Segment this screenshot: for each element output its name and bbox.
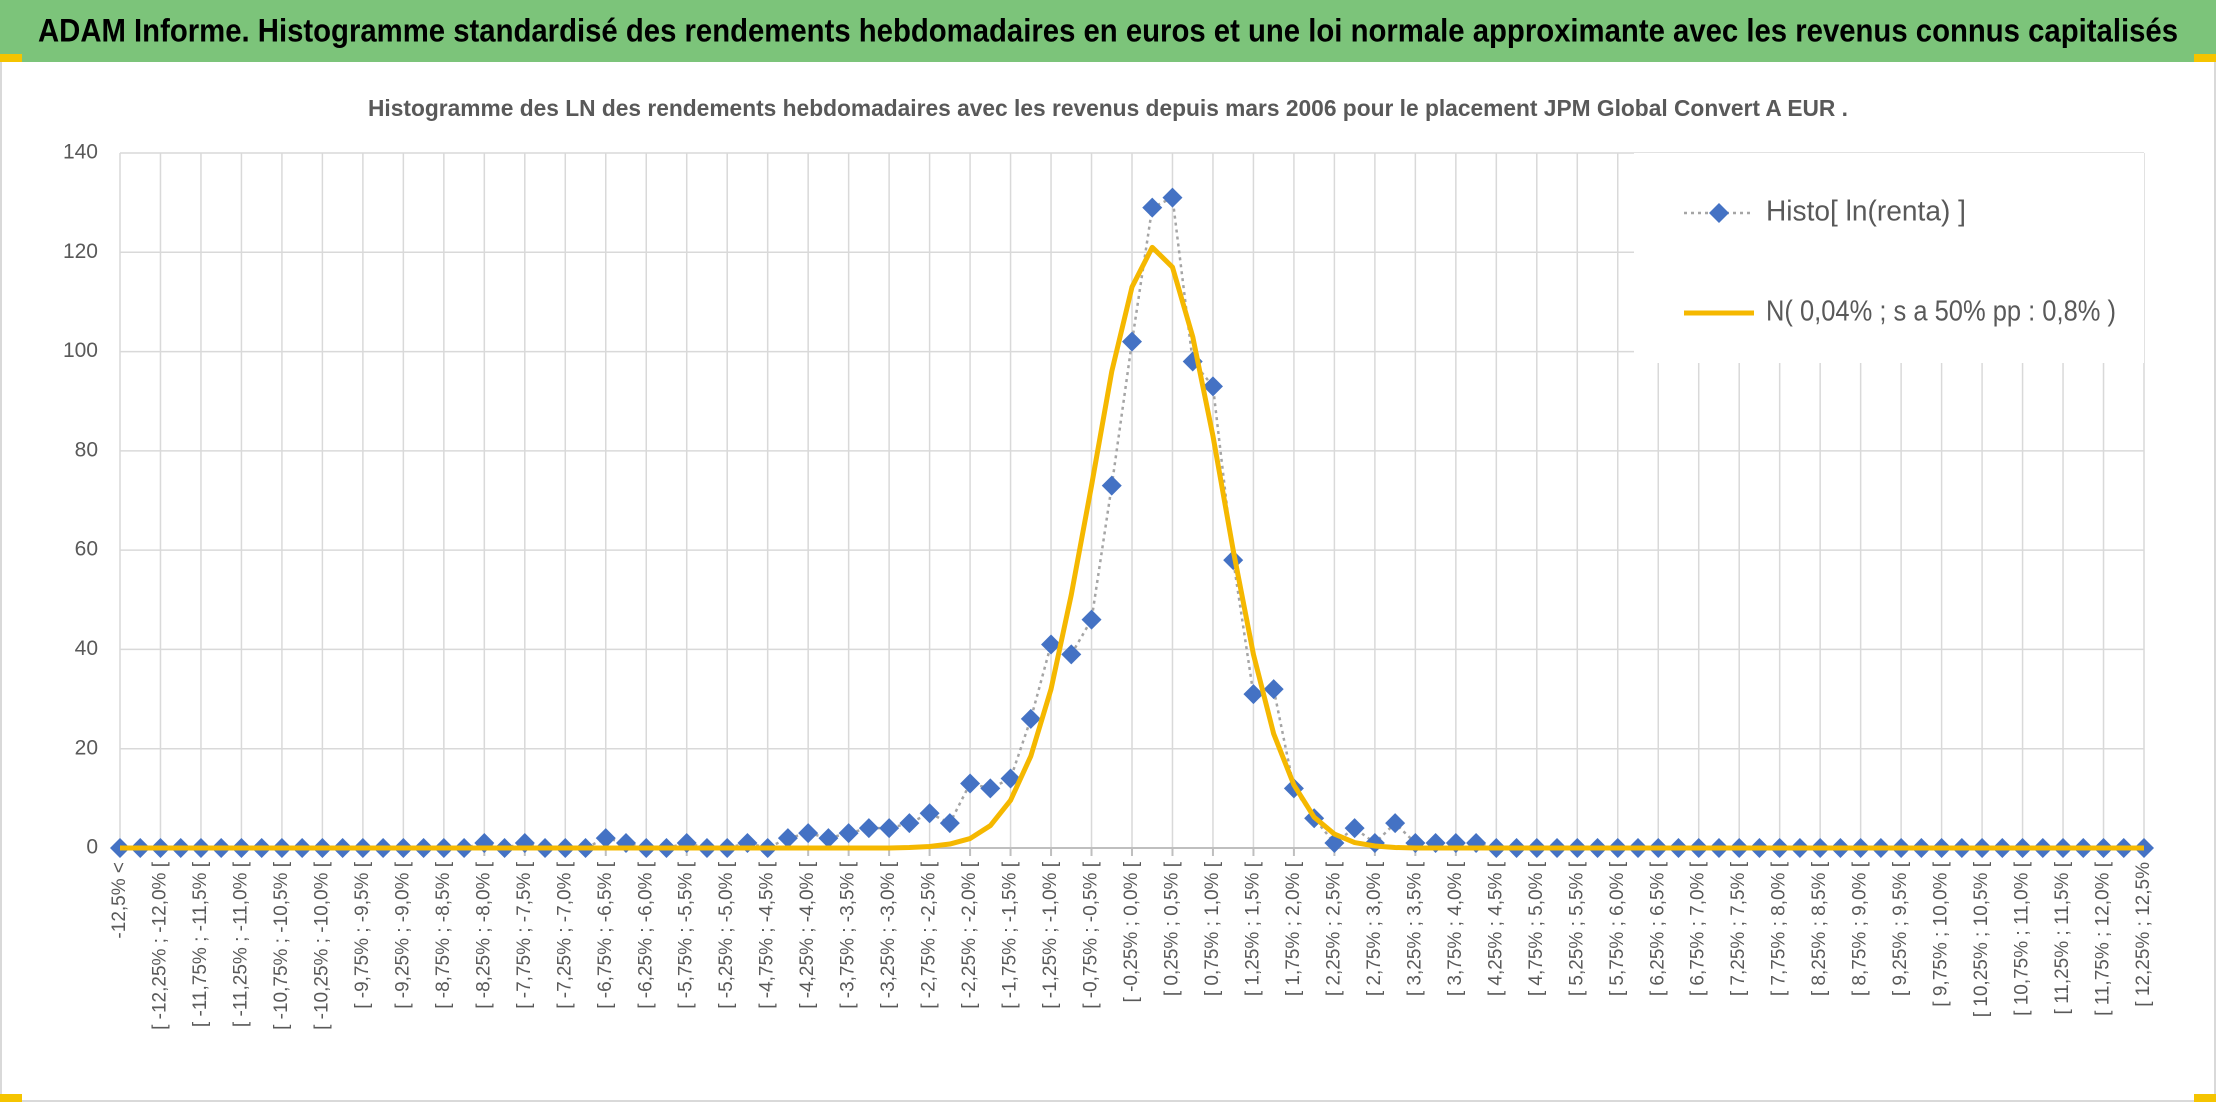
- x-tick-label: [ -7,75% ; -7,5% [: [514, 861, 535, 1009]
- x-tick-label: [ 8,25% ; 8,5% [: [1809, 861, 1830, 996]
- data-point: [939, 813, 960, 834]
- data-point: [1020, 708, 1041, 729]
- x-tick-label: [ -5,25% ; -5,0% [: [716, 861, 737, 1009]
- legend-box: [1634, 153, 2144, 363]
- data-point: [919, 803, 940, 824]
- title-banner: [0, 0, 2216, 62]
- corner-accent: [0, 1094, 22, 1102]
- data-point: [1243, 684, 1264, 705]
- data-point: [1344, 818, 1365, 839]
- data-point: [1122, 331, 1142, 352]
- x-tick-label: [ -10,75% ; -10,5% [: [271, 861, 292, 1030]
- x-tick-label: [ -6,75% ; -6,5% [: [595, 861, 616, 1009]
- x-tick-label: [ 8,75% ; 9,0% [: [1850, 861, 1871, 996]
- series-line: [120, 244, 2144, 851]
- data-point: [879, 818, 900, 839]
- y-tick-label: 60: [75, 538, 98, 561]
- x-tick-label: [ 5,75% ; 6,0% [: [1607, 861, 1628, 996]
- corner-accent: [2194, 54, 2216, 62]
- x-tick-label: [ -0,25% ; 0,0% [: [1121, 861, 1142, 1002]
- x-tick-label: [ 3,75% ; 4,0% [: [1445, 861, 1466, 996]
- data-point: [1101, 475, 1122, 496]
- data-point: [1061, 644, 1082, 665]
- x-tick-label: [ 9,25% ; 9,5% [: [1890, 861, 1911, 996]
- x-tick-label: [ -12,25% ; -12,0% [: [149, 861, 170, 1030]
- x-tick-label: [ 11,75% ; 12,0% [: [2093, 861, 2114, 1016]
- x-tick-label: [ -2,25% ; -2,0% [: [959, 861, 980, 1009]
- x-tick-label: [ 4,75% ; 5,0% [: [1526, 861, 1547, 996]
- data-point: [595, 828, 616, 849]
- x-tick-label: [ 3,25% ; 3,5% [: [1404, 861, 1425, 996]
- legend-marker: [1709, 203, 1729, 223]
- x-tick-label: [ 11,25% ; 11,5% [: [2052, 861, 2073, 1014]
- x-tick-label: [ -9,25% ; -9,0% [: [392, 861, 413, 1009]
- x-tick-label: [ -3,75% ; -3,5% [: [838, 861, 859, 1009]
- x-tick-label: [ 6,75% ; 7,0% [: [1688, 861, 1709, 996]
- x-tick-label: [ -4,25% ; -4,0% [: [797, 861, 818, 1009]
- x-tick-label: [ 10,75% ; 11,0% [: [2012, 861, 2033, 1016]
- x-tick-label: [ -8,25% ; -8,0% [: [473, 861, 494, 1009]
- data-point: [1385, 813, 1406, 834]
- y-tick-label: 140: [63, 141, 98, 164]
- x-tick-label: [ 2,25% ; 2,5% [: [1323, 861, 1344, 996]
- data-point: [798, 823, 819, 844]
- data-point: [960, 773, 981, 794]
- data-point: [1162, 187, 1183, 208]
- corner-accent: [0, 54, 22, 62]
- legend-label: Histo[ ln(renta) ]: [1766, 196, 1966, 228]
- y-tick-label: 100: [63, 339, 98, 362]
- x-tick-label: [ -11,75% ; -11,5% [: [190, 861, 211, 1027]
- y-tick-label: 0: [86, 836, 98, 859]
- x-tick-label: [ -3,25% ; -3,0% [: [878, 861, 899, 1009]
- x-tick-label: -12,5% <: [109, 862, 130, 939]
- x-tick-label: [ 2,75% ; 3,0% [: [1364, 861, 1385, 996]
- x-tick-label: [ 7,75% ; 8,0% [: [1769, 861, 1790, 996]
- chart-title: Histogramme des LN des rendements hebdom…: [368, 95, 1848, 121]
- data-point: [858, 818, 879, 839]
- data-point: [1142, 197, 1163, 218]
- x-tick-label: [ 7,25% ; 7,5% [: [1728, 861, 1749, 996]
- data-point: [899, 813, 920, 834]
- x-tick-label: [ 12,25% ; 12,5%: [2133, 862, 2154, 1007]
- x-tick-label: [ -1,25% ; -1,0% [: [1040, 861, 1061, 1009]
- x-tick-label: [ -6,25% ; -6,0% [: [635, 861, 656, 1009]
- x-tick-label: [ -0,75% ; -0,5% [: [1081, 861, 1102, 1009]
- legend-label: N( 0,04% ; s a 50% pp : 0,8% ): [1766, 296, 2116, 328]
- data-point: [838, 823, 859, 844]
- x-tick-label: [ -5,75% ; -5,5% [: [676, 861, 697, 1009]
- x-tick-label: [ 1,25% ; 1,5% [: [1242, 861, 1263, 996]
- x-tick-label: [ -11,25% ; -11,0% [: [230, 861, 251, 1027]
- x-tick-label: [ 5,25% ; 5,5% [: [1566, 861, 1587, 996]
- corner-accent: [2194, 1094, 2216, 1102]
- x-tick-label: [ -8,75% ; -8,5% [: [433, 861, 454, 1009]
- data-point: [980, 778, 1001, 799]
- page-title: ADAM Informe. Histogramme standardisé de…: [38, 12, 2178, 48]
- y-tick-label: 40: [75, 637, 98, 660]
- x-tick-label: [ 10,25% ; 10,5% [: [1971, 861, 1992, 1017]
- x-tick-label: [ 0,75% ; 1,0% [: [1202, 861, 1223, 996]
- x-tick-label: [ -9,75% ; -9,5% [: [352, 861, 373, 1009]
- x-tick-label: [ 0,25% ; 0,5% [: [1161, 861, 1182, 996]
- x-tick-label: [ 1,75% ; 2,0% [: [1283, 861, 1304, 996]
- x-tick-label: [ -1,75% ; -1,5% [: [1000, 861, 1021, 1009]
- data-point: [1081, 609, 1102, 630]
- x-tick-label: [ 9,75% ; 10,0% [: [1931, 861, 1952, 1006]
- y-tick-label: 20: [75, 736, 98, 759]
- data-point: [818, 828, 839, 849]
- x-tick-label: [ 6,25% ; 6,5% [: [1647, 861, 1668, 996]
- x-tick-label: [ 4,25% ; 4,5% [: [1485, 861, 1506, 996]
- x-tick-label: [ -4,75% ; -4,5% [: [757, 861, 778, 1009]
- x-tick-label: [ -2,75% ; -2,5% [: [919, 861, 940, 1009]
- data-point: [1202, 376, 1223, 397]
- y-tick-label: 120: [63, 240, 98, 263]
- x-tick-label: [ -10,25% ; -10,0% [: [311, 861, 332, 1030]
- data-point: [1263, 679, 1284, 700]
- data-point: [1041, 634, 1062, 655]
- data-point: [777, 828, 798, 849]
- x-tick-label: [ -7,25% ; -7,0% [: [554, 861, 575, 1009]
- y-tick-label: 80: [75, 438, 98, 461]
